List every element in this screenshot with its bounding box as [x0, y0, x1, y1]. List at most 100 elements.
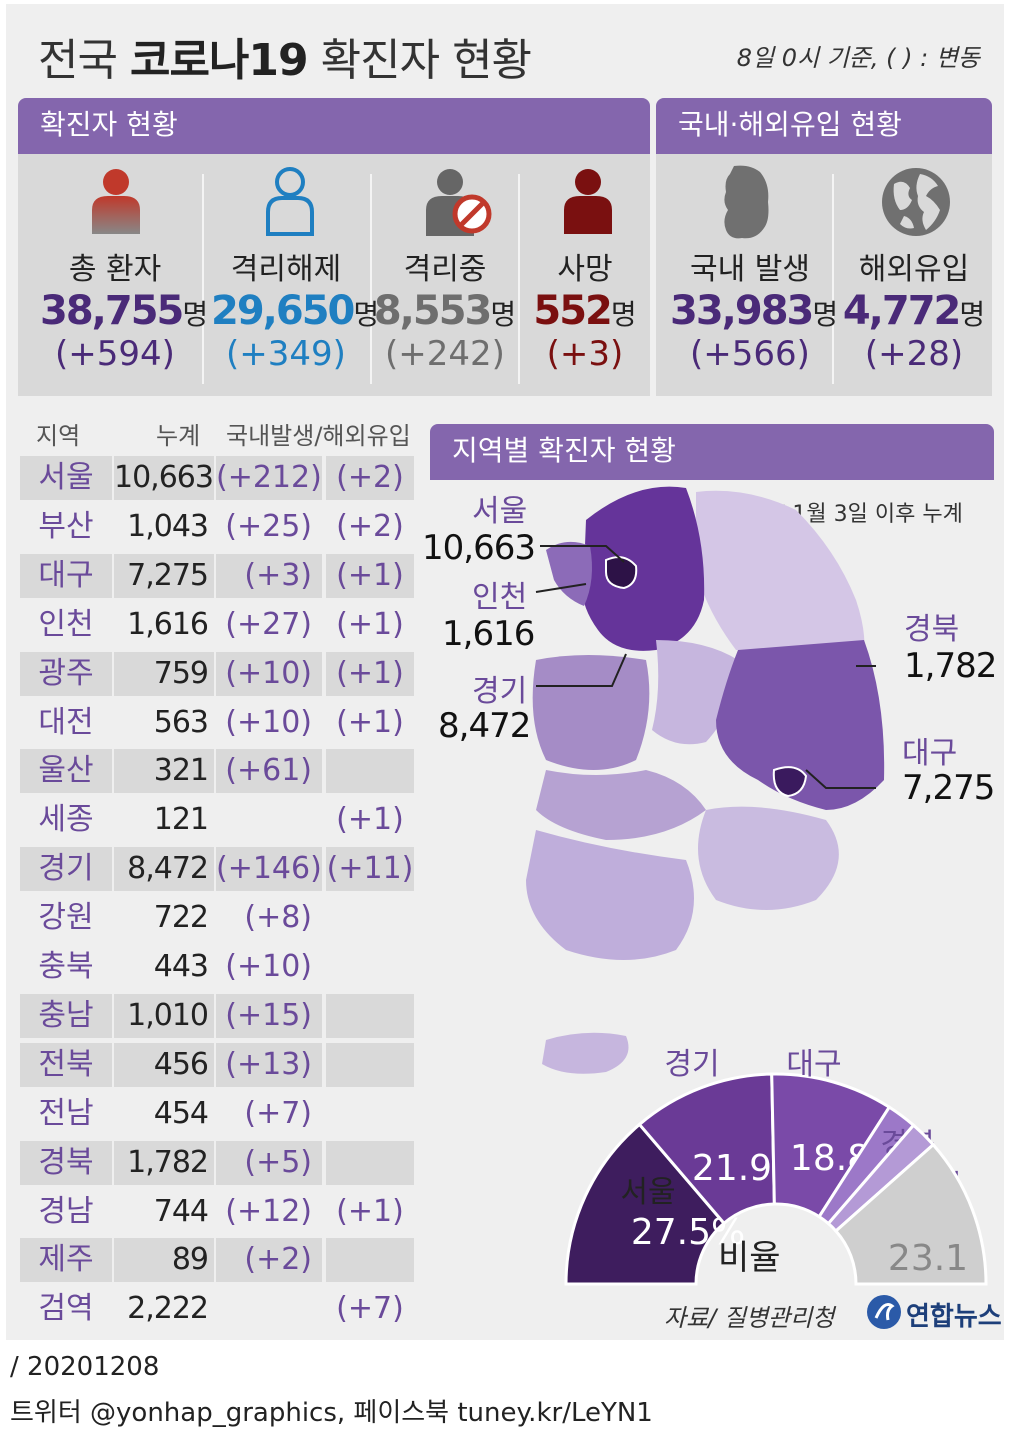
map-gyeongnam	[698, 806, 839, 910]
cell-region: 인천	[38, 606, 94, 642]
cell-total: 10,663	[114, 456, 214, 500]
map-gyeongbuk	[716, 640, 885, 810]
table-row: 경북 1,782 (+5)	[20, 1140, 414, 1185]
stat-domestic: 국내 발생 33,983명 (+566)	[670, 252, 839, 374]
table-row: 검역 2,222 (+7)	[20, 1287, 414, 1331]
cell-overseas: (+2)	[336, 508, 404, 544]
cell-domestic: (+146)	[216, 847, 322, 892]
cell-total: 563	[153, 704, 209, 740]
cell-overseas	[326, 945, 414, 989]
map-header: 지역별 확진자 현황	[430, 424, 994, 480]
table-row: 경남 744 (+12) (+1)	[20, 1190, 414, 1234]
cell-region: 광주	[20, 651, 112, 696]
cell-domestic: (+3)	[216, 553, 322, 598]
cell-overseas: (+7)	[336, 1291, 404, 1327]
infographic-card: 전국 코로나19 확진자 현황 8일 0시 기준, ( ) : 변동 확진자 현…	[6, 4, 1004, 1340]
callout-gyeongbuk-label: 경북	[904, 612, 960, 647]
map-daegu	[772, 766, 808, 798]
person-outline-icon	[262, 166, 318, 240]
korea-map-icon	[720, 164, 772, 248]
cell-overseas: (+2)	[326, 456, 414, 500]
cell-overseas: (+1)	[336, 606, 404, 642]
callout-daegu-value: 7,275	[902, 768, 995, 808]
cell-domestic: (+12)	[225, 1193, 312, 1229]
cell-overseas	[326, 896, 414, 940]
callout-gyeongbuk-value: 1,782	[904, 646, 997, 686]
cell-domestic: (+212)	[216, 456, 322, 500]
cell-overseas: (+1)	[326, 553, 414, 598]
yonhap-logo: 연합뉴스	[866, 1294, 1002, 1334]
table-header-region: 지역	[36, 422, 81, 450]
cell-region: 검역	[38, 1291, 94, 1327]
stat-released: 격리해제 29,650명 (+349)	[211, 252, 380, 374]
cell-region: 전남	[38, 1095, 94, 1131]
origin-panel: 국내 발생 33,983명 (+566) 해외유입 4,772명 (+28)	[656, 154, 992, 396]
cell-domestic: (+15)	[216, 993, 322, 1038]
cell-total: 1,616	[127, 606, 209, 642]
table-row: 전남 454 (+7)	[20, 1092, 414, 1136]
cell-domestic: (+2)	[216, 1238, 322, 1283]
cell-total: 7,275	[114, 553, 214, 598]
map-incheon	[546, 541, 592, 606]
callout-seoul-value: 10,663	[422, 528, 536, 568]
cell-region: 세종	[38, 802, 94, 838]
cell-overseas: (+11)	[326, 847, 414, 892]
stat-overseas: 해외유입 4,772명 (+28)	[842, 252, 986, 374]
cell-overseas	[326, 1042, 414, 1087]
map-jeonbuk	[536, 770, 706, 840]
cell-domestic: (+10)	[225, 949, 312, 984]
cell-total: 1,043	[127, 508, 209, 544]
cell-domestic: (+27)	[225, 606, 312, 642]
stat-total: 총 환자 38,755명 (+594)	[40, 252, 209, 374]
cell-region: 경북	[20, 1140, 112, 1185]
map-chungnam	[532, 655, 650, 770]
cell-overseas	[326, 1092, 414, 1136]
cell-domestic: (+8)	[244, 900, 312, 936]
stat-isolated: 격리중 8,553명 (+242)	[373, 252, 517, 374]
cases-panel: 총 환자 38,755명 (+594) 격리해제 29,650명 (+349) …	[18, 154, 650, 396]
table-row: 제주 89 (+2)	[20, 1238, 414, 1283]
table-row: 부산 1,043 (+25) (+2)	[20, 505, 414, 549]
cell-total: 89	[114, 1238, 214, 1283]
cell-domestic	[216, 798, 322, 842]
donut-value-other: 23.1	[888, 1238, 968, 1279]
footer-sns: 트위터 @yonhap_graphics, 페이스북 tuney.kr/LeYN…	[10, 1398, 653, 1428]
source-note: 자료/ 질병관리청	[664, 1304, 835, 1332]
cell-domestic: (+10)	[225, 704, 312, 740]
cell-total: 121	[153, 802, 209, 838]
callout-gyeonggi-label: 경기	[472, 674, 528, 709]
footer-date: / 20201208	[10, 1352, 160, 1382]
donut-title: 비율	[718, 1238, 781, 1278]
callout-daegu-label: 대구	[902, 736, 958, 771]
table-row: 강원 722 (+8)	[20, 896, 414, 940]
cell-total: 456	[114, 1042, 214, 1087]
table-row: 충남 1,010 (+15)	[20, 993, 414, 1038]
table-row: 대전 563 (+10) (+1)	[20, 701, 414, 745]
callout-incheon-value: 1,616	[442, 614, 535, 654]
cell-total: 1,782	[114, 1140, 214, 1185]
map-jeju	[542, 1032, 629, 1074]
korea-region-map	[526, 486, 885, 1074]
callout-incheon-label: 인천	[472, 580, 528, 615]
cell-region: 제주	[20, 1238, 112, 1283]
cell-overseas: (+1)	[326, 651, 414, 696]
table-row: 충북 443 (+10)	[20, 945, 414, 989]
cell-domestic: (+5)	[216, 1140, 322, 1185]
donut-value-경기: 21.9	[692, 1148, 772, 1189]
cell-overseas	[326, 1140, 414, 1185]
person-icon	[86, 168, 146, 238]
callout-gyeonggi-value: 8,472	[438, 706, 531, 746]
table-row: 세종 121 (+1)	[20, 798, 414, 842]
cell-overseas	[326, 749, 414, 794]
cell-overseas: (+1)	[336, 1193, 404, 1229]
cell-total: 722	[153, 900, 209, 936]
cell-overseas	[326, 1238, 414, 1283]
map-gangwon	[696, 490, 865, 650]
cell-domestic	[216, 1287, 322, 1331]
basis-note: 8일 0시 기준, ( ) : 변동	[736, 44, 980, 72]
table-header-total: 누계	[156, 422, 201, 450]
stat-deaths: 사망 552명 (+3)	[533, 252, 637, 374]
map-gyeonggi	[581, 486, 705, 651]
cell-region: 경기	[20, 847, 112, 892]
